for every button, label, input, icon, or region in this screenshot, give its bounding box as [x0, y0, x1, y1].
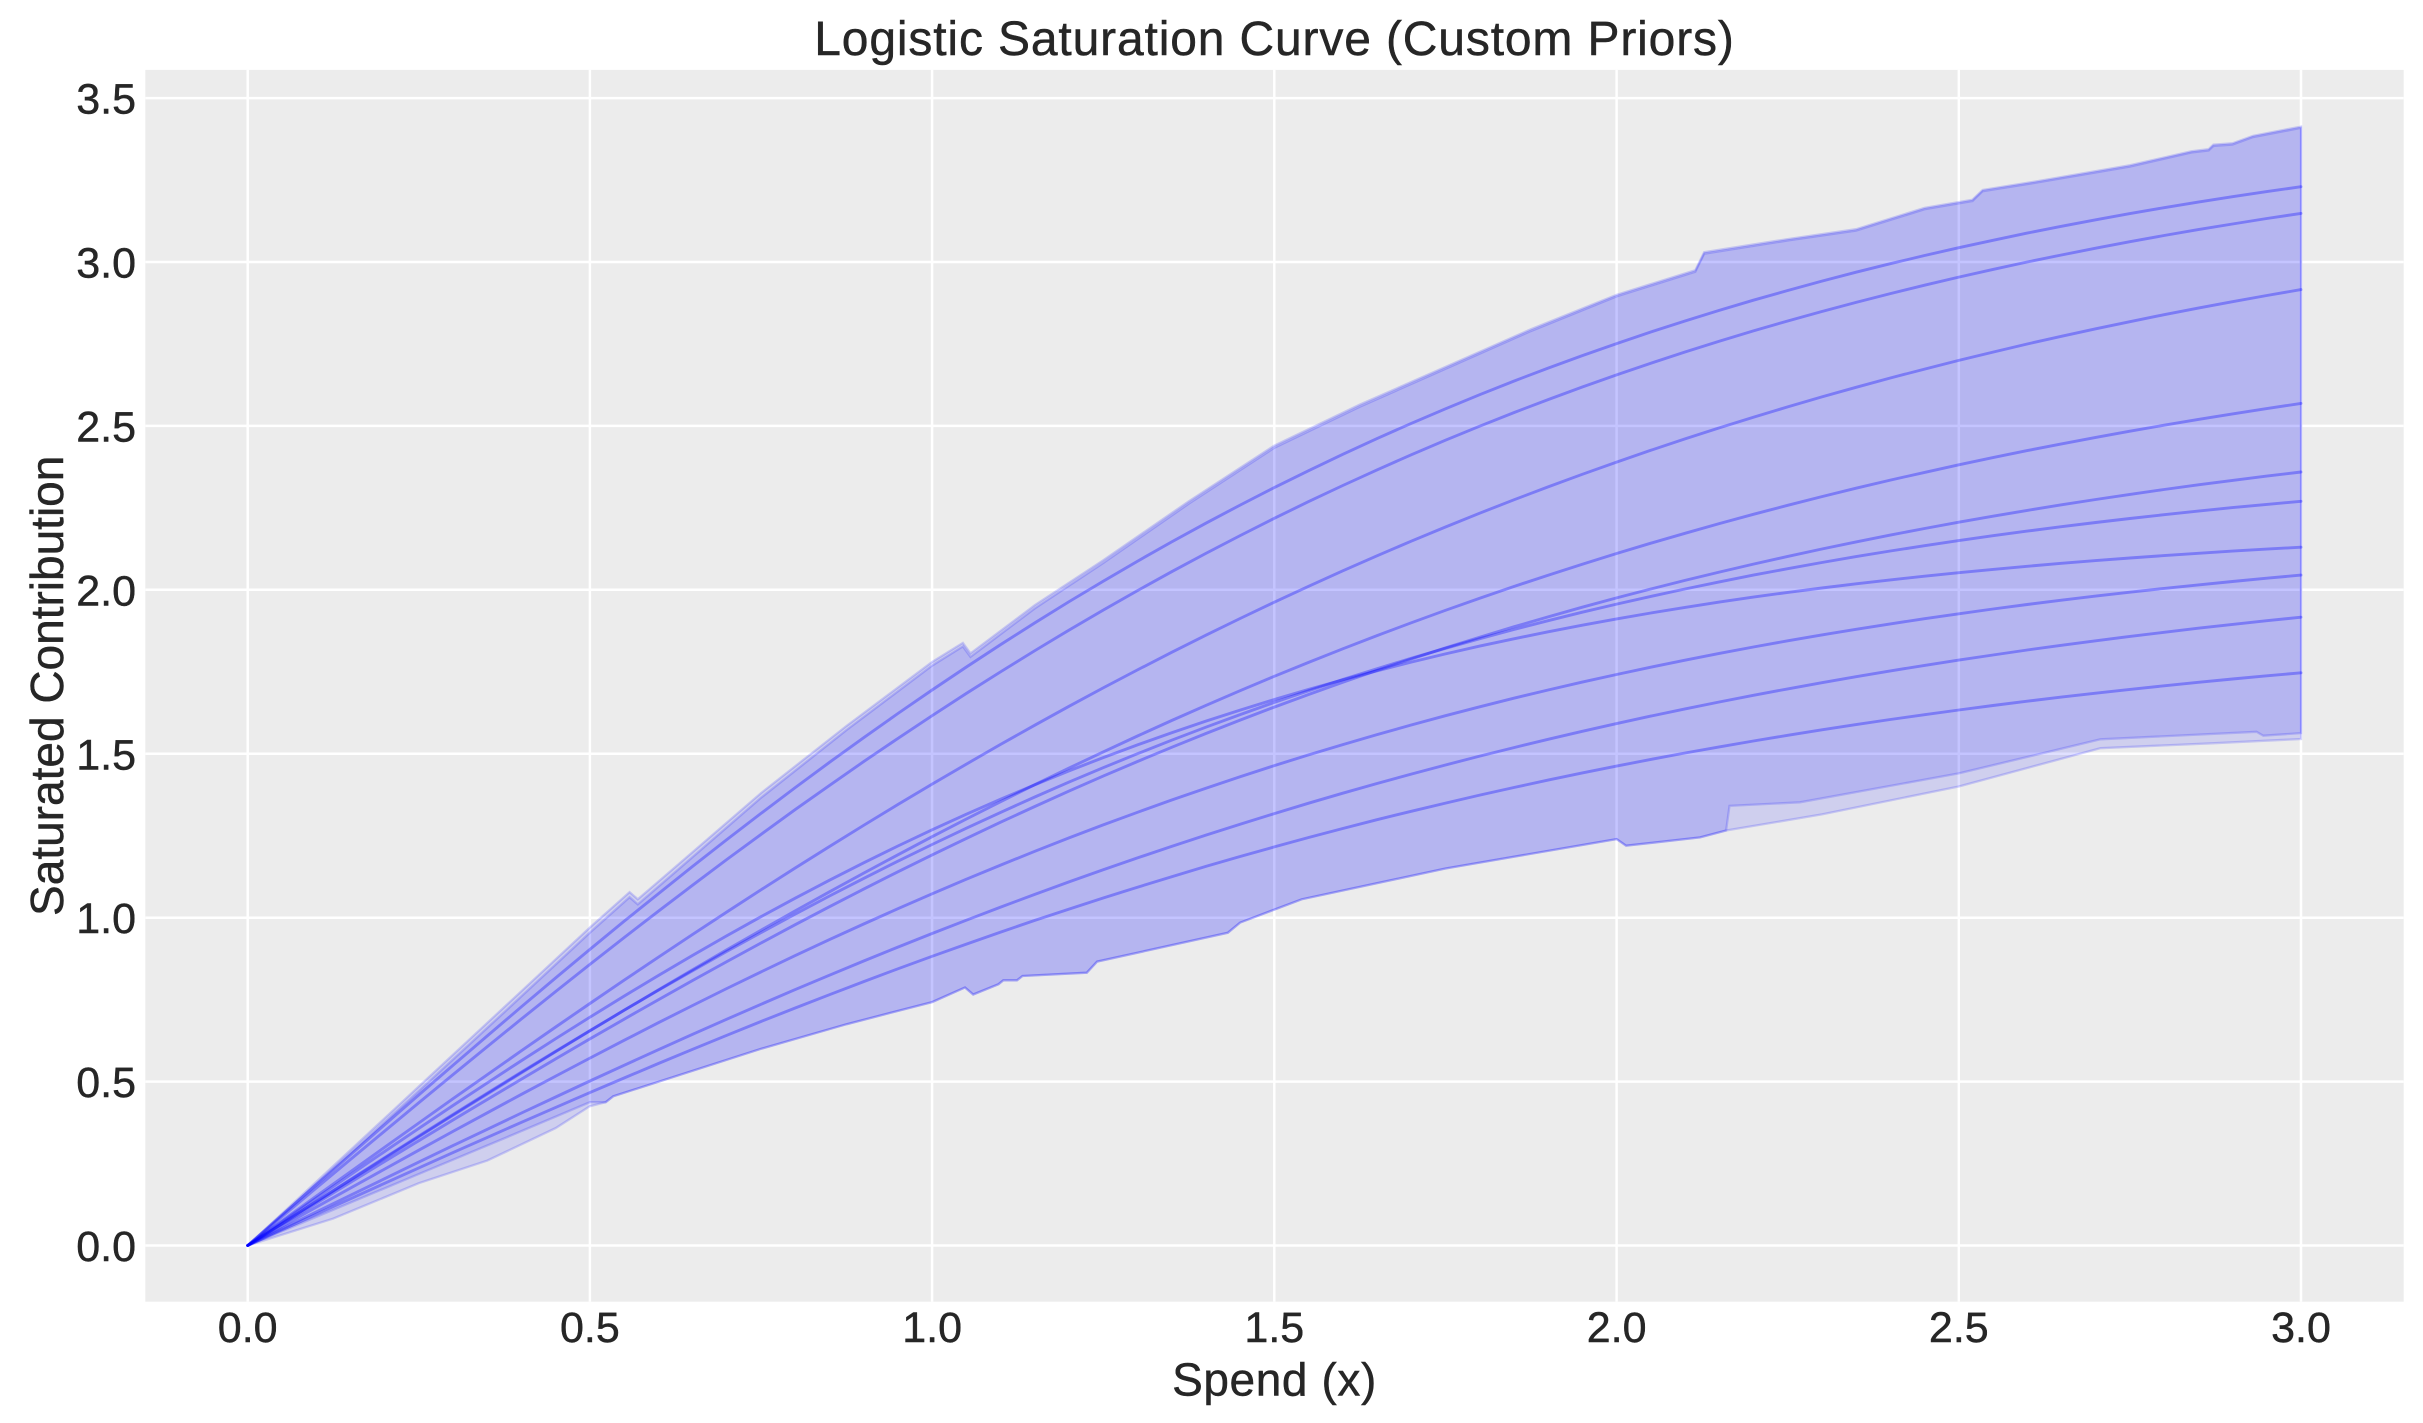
svg-text:1.0: 1.0 [76, 895, 136, 943]
svg-text:0.0: 0.0 [218, 1304, 278, 1352]
svg-text:2.0: 2.0 [1587, 1304, 1647, 1352]
svg-text:3.5: 3.5 [76, 76, 136, 124]
svg-text:3.0: 3.0 [2271, 1304, 2331, 1352]
svg-text:1.0: 1.0 [902, 1304, 962, 1352]
svg-text:Saturated Contribution: Saturated Contribution [21, 456, 73, 916]
svg-text:2.0: 2.0 [76, 567, 136, 615]
svg-text:Logistic Saturation Curve (Cus: Logistic Saturation Curve (Custom Priors… [814, 13, 1734, 66]
svg-text:Spend (x): Spend (x) [1172, 1354, 1377, 1406]
svg-text:0.0: 0.0 [76, 1223, 136, 1271]
svg-text:3.0: 3.0 [76, 240, 136, 288]
svg-text:1.5: 1.5 [76, 731, 136, 779]
svg-text:0.5: 0.5 [560, 1304, 620, 1352]
svg-text:0.5: 0.5 [76, 1059, 136, 1107]
svg-text:2.5: 2.5 [1929, 1304, 1989, 1352]
svg-text:1.5: 1.5 [1244, 1304, 1304, 1352]
svg-text:2.5: 2.5 [76, 403, 136, 451]
